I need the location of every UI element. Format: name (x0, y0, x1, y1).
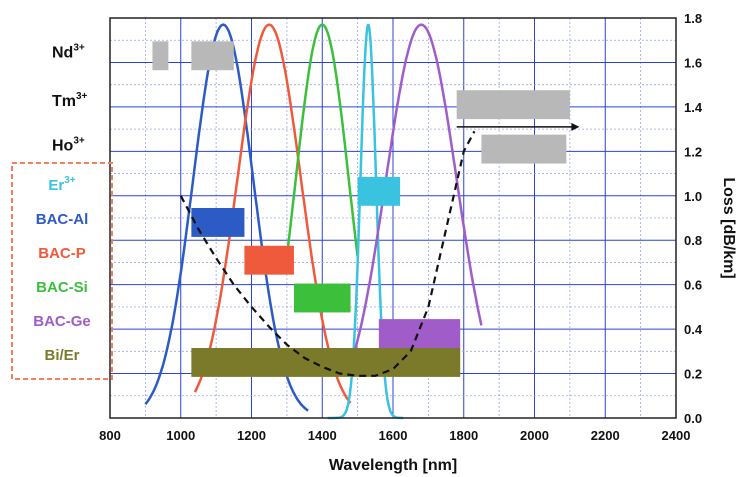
ion-label-tm: Tm3+ (52, 91, 88, 110)
ion-label-nd: Nd3+ (52, 42, 85, 61)
band-nd-2 (191, 41, 234, 71)
y-tick-label: 1.6 (684, 55, 702, 70)
emission-curve-bac-p (193, 23, 352, 404)
legend-entry-bac-p: BAC-P (38, 245, 86, 262)
y-tick-label: 0.8 (684, 233, 702, 248)
loss-curve (179, 130, 476, 377)
x-tick-label: 800 (99, 428, 121, 443)
y-tick-label: 0.2 (684, 367, 702, 382)
legend: Er3+ BAC-Al BAC-P BAC-Si BAC-Ge Bi/Er (33, 175, 91, 364)
y-tick-label: 1.2 (684, 144, 702, 159)
plot-frame (109, 17, 677, 419)
x-tick-label: 1000 (166, 428, 195, 443)
legend-entry-bac-ge: BAC-Ge (33, 313, 91, 330)
y-tick-label: 0.4 (684, 322, 703, 337)
x-axis-title: Wavelength [nm] (329, 457, 457, 474)
x-tick-label: 2200 (591, 428, 620, 443)
legend-entry-bi-er: Bi/Er (44, 347, 79, 364)
band-bi-er (191, 348, 461, 377)
y-tick-label: 0.6 (684, 278, 702, 293)
x-tick-label: 2400 (662, 428, 691, 443)
legend-entry-bac-al: BAC-Al (36, 211, 89, 228)
arrow-head-icon (571, 122, 580, 131)
arrow-group (456, 122, 580, 131)
loss-curve-group (179, 130, 476, 377)
ion-label-ho: Ho3+ (52, 136, 85, 155)
x-tick-label: 1600 (379, 428, 408, 443)
y-tick-label: 0.0 (684, 411, 702, 426)
band-nd-1 (152, 41, 169, 71)
band-bac-p (244, 245, 294, 275)
y-tick-label: 1.4 (684, 100, 703, 115)
x-tick-label: 1400 (308, 428, 337, 443)
band-ho (481, 134, 567, 164)
y-tick-label: 1.0 (684, 189, 702, 204)
emission-curve-bac-ge (352, 23, 483, 354)
x-tick-labels: 800 1000 1200 1400 1600 1800 2000 2200 2400 (99, 428, 690, 443)
band-tm (456, 90, 570, 120)
x-tick-label: 2000 (520, 428, 549, 443)
x-tick-label: 1800 (449, 428, 478, 443)
band-er (357, 176, 401, 206)
y-tick-labels: 0.0 0.2 0.4 0.6 0.8 1.0 1.2 1.4 1.6 1.8 (684, 11, 703, 426)
wavelength-bands (152, 41, 570, 377)
ion-labels: Nd3+ Tm3+ Ho3+ (52, 42, 88, 154)
x-tick-label: 1200 (237, 428, 266, 443)
band-bac-ge (378, 319, 461, 348)
legend-entry-er: Er3+ (48, 175, 75, 194)
y-tick-label: 1.8 (684, 11, 702, 26)
band-bac-si (293, 283, 351, 313)
emission-curve-bac-si (285, 23, 359, 257)
legend-box (11, 162, 113, 380)
legend-entry-bac-si: BAC-Si (36, 279, 88, 296)
y-axis-title: Loss [dB/km] (720, 177, 737, 278)
